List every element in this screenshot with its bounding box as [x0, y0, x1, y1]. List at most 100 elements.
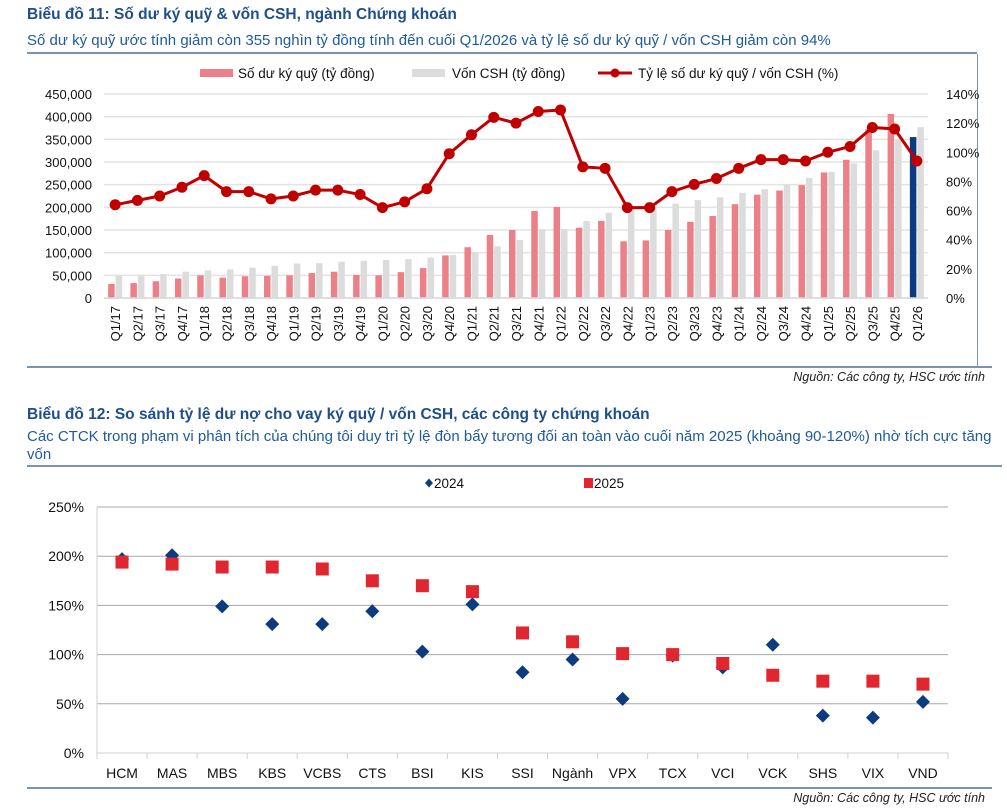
bar-equity: [293, 263, 301, 298]
ratio-point: [911, 155, 923, 167]
point-2025: [516, 626, 529, 640]
chart12-source: Nguồn: Các công ty, HSC ước tính: [793, 791, 985, 805]
ratio-point: [822, 146, 834, 158]
point-2025: [165, 557, 179, 571]
bar-equity: [783, 184, 791, 298]
x-tick-label: Q4/21: [531, 306, 546, 341]
x-tick-label: Q3/25: [865, 306, 880, 341]
ratio-point: [889, 123, 901, 135]
bar-equity: [115, 275, 123, 298]
point-2024: [865, 710, 880, 725]
x-tick-label: Q1/22: [554, 306, 569, 341]
legend-label-2025: 2025: [594, 476, 624, 491]
x-tick-label: Q1/18: [197, 306, 212, 341]
bar-equity: [806, 177, 813, 298]
ratio-point: [287, 190, 299, 202]
x-tick-label: Q1/17: [108, 306, 123, 341]
ratio-point: [710, 173, 722, 185]
point-2025: [265, 560, 279, 574]
ratio-point: [800, 155, 812, 167]
bar-margin: [419, 268, 427, 298]
y-left-tick-label: 450,000: [45, 87, 92, 102]
point-2025: [315, 562, 329, 576]
bar-margin: [353, 274, 360, 298]
bar-equity: [338, 261, 345, 298]
bar-margin: [330, 271, 338, 298]
bar-margin: [731, 204, 739, 298]
bar-margin: [442, 255, 449, 298]
bar-equity: [226, 269, 234, 298]
ratio-point: [666, 186, 678, 198]
ratio-point: [465, 129, 477, 141]
ratio-point: [510, 117, 522, 129]
x-tick-label: Q3/17: [153, 306, 168, 341]
point-2025: [115, 555, 129, 569]
legend-marker-ratio: [610, 68, 620, 78]
ratio-point: [532, 105, 544, 117]
ratio-point: [755, 154, 767, 166]
x-tick-label: Q3/22: [598, 306, 613, 341]
bar-equity: [761, 189, 768, 298]
bar-equity: [627, 207, 635, 298]
chart11-frame: [27, 54, 978, 366]
x-tick-label: Q3/23: [687, 306, 702, 341]
x-tick-label: Q2/18: [219, 306, 234, 341]
point-2025: [465, 585, 479, 599]
x-tick-label: Q1/23: [643, 306, 658, 341]
point-2024: [415, 644, 430, 659]
ratio-point: [176, 181, 188, 193]
bar-margin: [642, 240, 650, 298]
bar-equity: [694, 200, 702, 298]
chart11-source: Nguồn: Các công ty, HSC ước tính: [793, 370, 985, 384]
ratio-point: [777, 154, 789, 166]
x-tick-label: Q3/20: [420, 306, 435, 341]
x-tick-label: Q4/22: [620, 306, 635, 341]
bar-margin: [486, 234, 494, 298]
bar-equity: [850, 163, 858, 298]
x-tick-label: KIS: [461, 765, 484, 781]
bar-equity: [137, 275, 145, 298]
bar-margin: [308, 273, 316, 298]
bar-margin: [197, 275, 204, 298]
ratio-point: [644, 202, 656, 214]
x-tick-label: VIX: [862, 765, 885, 781]
point-2024: [365, 604, 380, 619]
bar-margin: [687, 221, 694, 298]
x-tick-label: Q3/19: [331, 306, 346, 341]
chart12-footer-divider: [27, 787, 992, 789]
bar-equity: [516, 239, 523, 298]
x-tick-label: Q1/19: [286, 306, 301, 341]
y-left-tick-label: 50,000: [52, 268, 92, 283]
bar-margin: [887, 113, 895, 298]
legend-swatch-equity: [412, 69, 445, 77]
bar-margin: [776, 190, 783, 298]
bar-equity: [828, 171, 835, 298]
y-right-tick-label: 140%: [946, 87, 980, 102]
x-tick-label: TCX: [659, 765, 688, 781]
ratio-point: [443, 148, 455, 160]
point-2025: [666, 648, 680, 662]
x-tick-label: SSI: [511, 765, 534, 781]
x-tick-label: Q2/22: [576, 306, 591, 341]
bar-equity: [360, 260, 368, 298]
bar-equity: [650, 206, 657, 298]
x-tick-label: Q4/19: [353, 306, 368, 341]
bar-equity: [716, 197, 724, 298]
bar-equity: [494, 246, 501, 298]
ratio-point: [243, 186, 255, 198]
point-2024: [615, 691, 630, 706]
x-tick-label: Q2/19: [309, 306, 324, 341]
x-tick-label: Q1/20: [375, 306, 390, 341]
y-right-tick-label: 20%: [946, 262, 972, 277]
y-left-tick-label: 350,000: [45, 132, 92, 147]
legend-label-margin: Số dư ký quỹ (tỷ đồng): [238, 66, 375, 81]
x-tick-label: Q3/18: [242, 306, 257, 341]
bar-margin: [108, 283, 115, 298]
ratio-point: [399, 196, 411, 208]
x-tick-label: Q1/21: [464, 306, 479, 341]
x-tick-label: Q1/25: [821, 306, 836, 341]
x-tick-label: VPX: [609, 765, 638, 781]
ratio-point: [599, 162, 611, 174]
x-tick-label: Q2/25: [843, 306, 858, 341]
x-tick-label: Q3/21: [509, 306, 524, 341]
